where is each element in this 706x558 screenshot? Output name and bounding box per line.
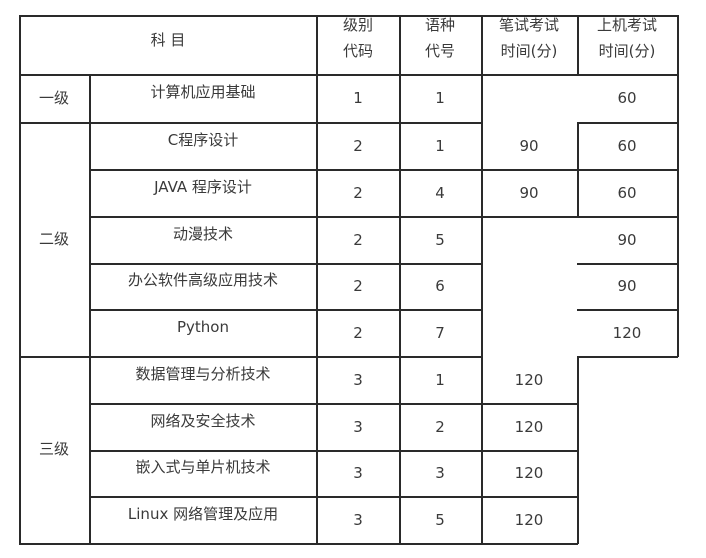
cell-written: 120 [514,510,544,529]
grid-line [89,263,482,265]
cell-subject: 数据管理与分析技术 [135,364,271,383]
grid-line [399,15,401,544]
grid-line [577,122,678,124]
cell-lang: 7 [435,323,445,342]
level-3-label: 三级 [38,440,70,458]
grid-line [89,309,482,311]
cell-written: 120 [514,417,544,436]
cell-lang: 1 [435,136,445,155]
cell-written: 90 [519,183,539,202]
cell-computer: 90 [617,277,637,295]
grid-line [19,15,21,544]
grid-line [316,15,318,544]
cell-subject: Linux 网络管理及应用 [127,504,279,523]
grid-line [89,403,578,405]
cell-level: 3 [353,464,363,482]
grid-line [89,169,678,171]
grid-line [481,15,483,544]
cell-written: 90 [519,136,539,155]
grid-line [577,356,579,544]
header-text: 语种 [424,16,456,34]
header-text: 级别 [342,16,374,34]
cell-level: 3 [353,370,363,389]
cell-subject: C程序设计 [167,130,239,149]
cell-written: 120 [514,464,544,482]
level-1-label: 一级 [38,89,70,107]
grid-line [89,496,578,498]
header-language-code: 语种 代号 [425,12,455,64]
header-computer-time: 上机考试时间(分) [597,12,657,64]
grid-line [19,543,578,545]
header-text: 代号 [424,42,456,60]
cell-level: 2 [353,183,363,202]
grid-line [19,356,482,358]
grid-line [677,15,679,357]
cell-subject: JAVA 程序设计 [154,177,252,196]
cell-lang: 6 [435,277,445,295]
grid-line [89,216,678,218]
grid-line [577,263,678,265]
header-text: 上机考试 [596,16,658,34]
cell-lang: 1 [435,89,445,107]
grid-line [577,356,678,358]
header-subject: 科 目 [150,31,186,49]
grid-line [19,15,678,17]
grid-line [89,450,578,452]
grid-line [577,122,579,217]
cell-lang: 3 [435,464,445,482]
cell-level: 3 [353,417,363,436]
cell-subject: 网络及安全技术 [150,411,256,430]
cell-level: 3 [353,510,363,529]
cell-lang: 5 [435,230,445,249]
cell-lang: 2 [435,417,445,436]
cell-level: 2 [353,136,363,155]
cell-computer: 60 [617,136,637,155]
header-text: 时间(分) [598,42,656,60]
cell-subject: 办公软件高级应用技术 [127,271,279,289]
header-written-time: 笔试考试时间(分) [499,12,559,64]
grid-line [19,122,482,124]
header-text: 笔试考试 [498,16,560,34]
cell-level: 1 [353,89,363,107]
cell-lang: 1 [435,370,445,389]
cell-level: 2 [353,323,363,342]
cell-subject: 动漫技术 [172,224,234,243]
cell-level: 2 [353,230,363,249]
cell-subject: Python [177,317,229,336]
header-text: 代码 [342,42,374,60]
cell-level: 2 [353,277,363,295]
cell-computer: 120 [612,323,642,342]
cell-lang: 4 [435,183,445,202]
grid-line [19,74,678,76]
cell-subject: 嵌入式与单片机技术 [135,458,271,476]
grid-line [89,74,91,544]
cell-computer: 60 [617,89,637,107]
cell-lang: 5 [435,510,445,529]
header-text: 时间(分) [500,42,558,60]
level-2-label: 二级 [38,230,70,248]
cell-computer: 60 [617,183,637,202]
cell-subject: 计算机应用基础 [150,83,256,101]
grid-line [577,15,579,75]
grid-line [577,309,678,311]
header-level-code: 级别 代码 [343,12,373,64]
cell-written: 120 [514,370,544,389]
cell-computer: 90 [617,230,637,249]
